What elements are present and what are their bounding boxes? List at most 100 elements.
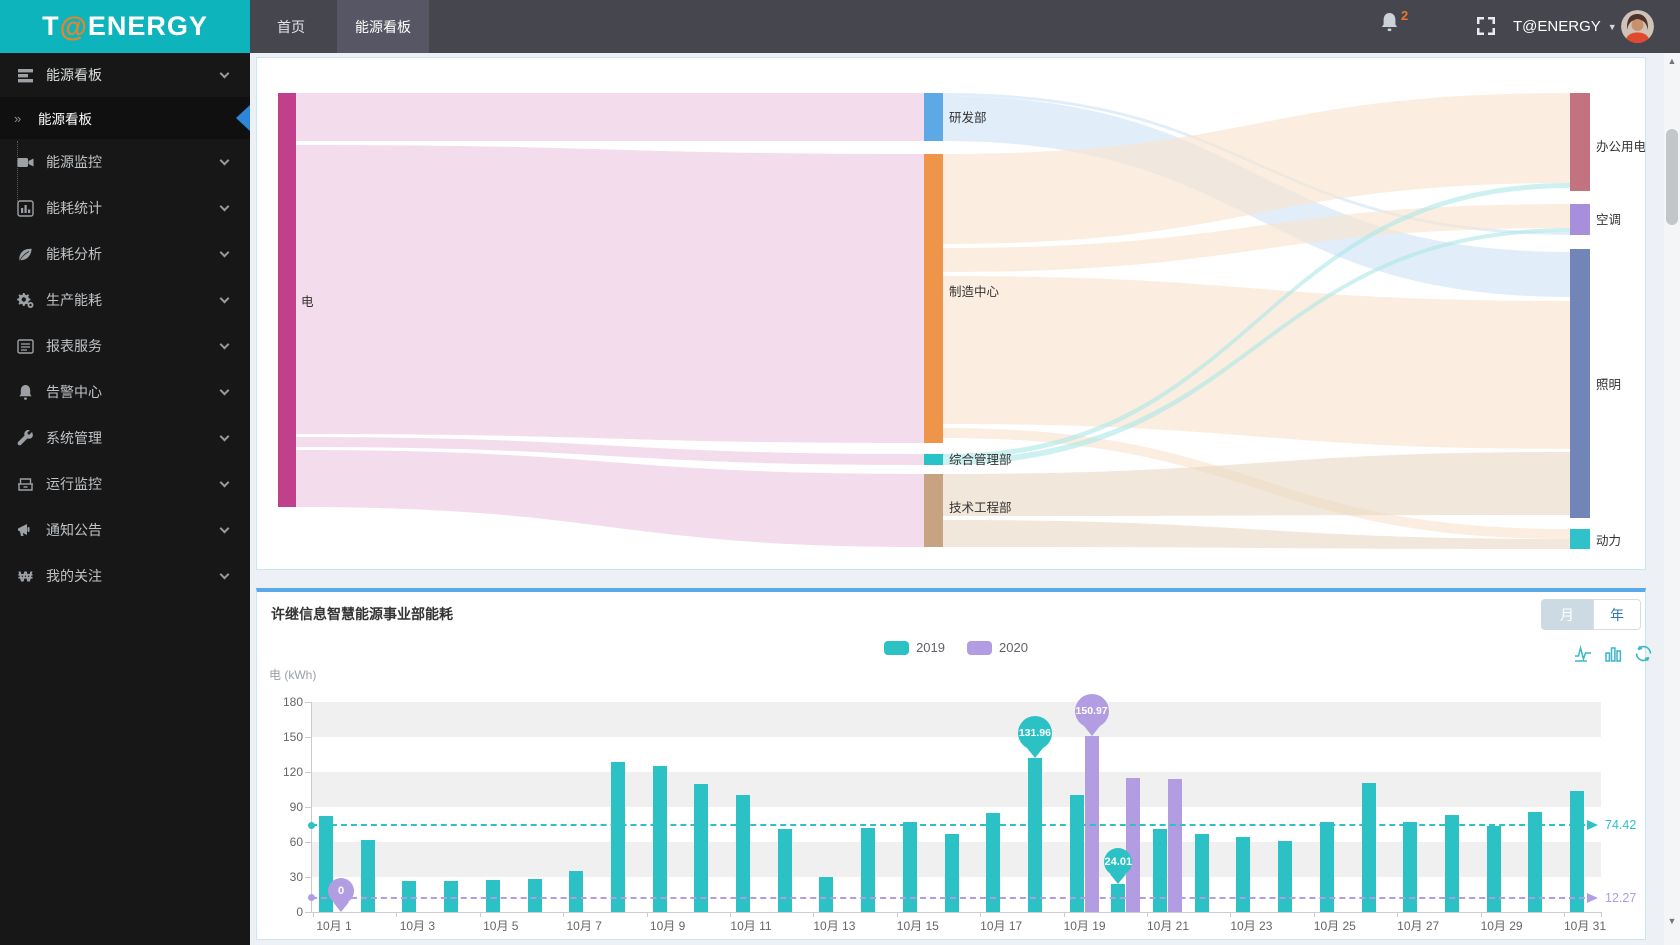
- x-axis-label: 10月 19: [1063, 919, 1106, 933]
- energy-consumption-card: 许继信息智慧能源事业部能耗 月 年 2019 2020: [256, 588, 1652, 940]
- app-logo[interactable]: T @ ENERGY: [0, 0, 250, 53]
- bar-2019-day-7[interactable]: [569, 870, 584, 912]
- x-axis-tick: [563, 912, 565, 917]
- sankey-node-power[interactable]: [1570, 529, 1590, 549]
- x-axis-label: 10月 29: [1480, 919, 1523, 933]
- sankey-label-admin: 综合管理部: [949, 452, 1012, 467]
- markpoint-150.97[interactable]: 150.97: [1074, 693, 1109, 728]
- refresh-icon[interactable]: [1634, 644, 1653, 663]
- bar-chart-icon[interactable]: [1604, 644, 1623, 663]
- sankey-node-manufacturing[interactable]: [924, 154, 943, 443]
- bar-2019-day-15[interactable]: [902, 821, 917, 912]
- bar-2019-day-3[interactable]: [402, 880, 417, 912]
- tab-energy-dashboard[interactable]: 能源看板: [337, 0, 429, 53]
- markpoint-0[interactable]: 0: [328, 878, 354, 904]
- sankey-node-ac[interactable]: [1570, 204, 1590, 235]
- scroll-down-arrow-icon[interactable]: ▼: [1667, 916, 1677, 926]
- sidebar-item-energy-analysis[interactable]: 能耗分析: [0, 231, 250, 277]
- sidebar-item-label: 能耗分析: [46, 246, 102, 262]
- logo-text-energy: ENERGY: [87, 11, 208, 41]
- sidebar-item-energy-monitoring[interactable]: 能源监控: [0, 139, 250, 185]
- sidebar-item-notice-announcement[interactable]: 通知公告: [0, 507, 250, 553]
- sidebar-item-operation-monitoring[interactable]: 运行监控: [0, 461, 250, 507]
- markpoint-24.01[interactable]: 24.01: [1104, 847, 1133, 876]
- bar-2019-day-28[interactable]: [1444, 814, 1459, 912]
- sidebar-item-energy-dashboard[interactable]: 能源看板: [0, 53, 250, 97]
- bar-2019-day-9[interactable]: [652, 766, 667, 912]
- camera-icon: [17, 157, 34, 167]
- x-axis-tick: [813, 912, 815, 917]
- bar-2019-day-14[interactable]: [861, 828, 876, 912]
- bar-2019-day-13[interactable]: [819, 877, 834, 912]
- sankey-node-office[interactable]: [1570, 93, 1590, 191]
- sankey-node-lighting[interactable]: [1570, 249, 1590, 518]
- bar-2019-day-6[interactable]: [527, 879, 542, 912]
- bar-2019-day-29[interactable]: [1486, 826, 1501, 912]
- bar-2019-day-30[interactable]: [1528, 811, 1543, 912]
- bar-2020-day-21[interactable]: [1168, 779, 1182, 912]
- notification-bell-button[interactable]: 2: [1380, 8, 1414, 42]
- x-axis-label: 10月 1: [316, 919, 352, 933]
- sankey-node-rd[interactable]: [924, 93, 943, 141]
- sankey-node-admin[interactable]: [924, 454, 943, 465]
- bar-2020-day-20[interactable]: [1126, 777, 1141, 912]
- subtree-guide-line: [17, 141, 18, 201]
- bar-2019-day-8[interactable]: [610, 762, 625, 912]
- bar-2019-day-26[interactable]: [1361, 783, 1376, 912]
- bar-2019-day-31[interactable]: [1570, 790, 1584, 912]
- archive-icon: [18, 477, 33, 491]
- vertical-scrollbar[interactable]: ▲ ▼: [1664, 53, 1680, 945]
- sidebar-item-alarm-center[interactable]: 告警中心: [0, 369, 250, 415]
- bar-2019-day-11[interactable]: [736, 795, 750, 912]
- sidebar-item-my-follows[interactable]: ₩ 我的关注: [0, 553, 250, 599]
- alarm-bell-icon: [19, 384, 32, 400]
- sidebar-item-label: 运行监控: [46, 476, 102, 492]
- tab-home[interactable]: 首页: [256, 0, 326, 53]
- sidebar-item-system-management[interactable]: 系统管理: [0, 415, 250, 461]
- bar-2019-day-27[interactable]: [1403, 822, 1418, 912]
- bar-2019-day-19[interactable]: [1069, 795, 1084, 912]
- scroll-up-arrow-icon[interactable]: ▲: [1667, 56, 1677, 66]
- bar-2019-day-17[interactable]: [986, 812, 1001, 912]
- bar-2019-day-5[interactable]: [485, 879, 500, 912]
- bar-2019-day-23[interactable]: [1236, 837, 1251, 912]
- bar-2019-day-21[interactable]: [1153, 829, 1167, 912]
- fullscreen-button[interactable]: [1476, 16, 1496, 36]
- sidebar-item-energy-statistics[interactable]: 能耗统计: [0, 185, 250, 231]
- energy-flow-sankey-chart[interactable]: 电 研发部 制造中心 综合管理部 技术工程部 办公用电 空调 照明 动力: [257, 58, 1647, 569]
- line-chart-icon[interactable]: [1574, 644, 1593, 663]
- markpoint-131.96[interactable]: 131.96: [1017, 716, 1052, 751]
- sankey-node-engineering[interactable]: [924, 474, 943, 547]
- bar-2019-day-22[interactable]: [1194, 833, 1209, 912]
- bar-2019-day-4[interactable]: [444, 881, 459, 912]
- x-axis-tick: [1601, 912, 1602, 917]
- year-button[interactable]: 年: [1593, 599, 1641, 630]
- sidebar-item-label: 我的关注: [46, 568, 102, 584]
- scrollbar-thumb[interactable]: [1666, 129, 1678, 225]
- bar-2019-day-18[interactable]: [1027, 758, 1042, 912]
- bar-2019-day-24[interactable]: [1278, 841, 1293, 912]
- bar-2019-day-16[interactable]: [944, 833, 959, 912]
- bar-2020-day-19[interactable]: [1084, 735, 1099, 912]
- period-toggle-group: 月 年: [1541, 599, 1641, 630]
- y-axis-tick: [305, 842, 311, 843]
- avatar-image: [1621, 10, 1654, 43]
- x-axis-label: 10月 21: [1146, 919, 1190, 933]
- legend-item-2019[interactable]: 2019: [884, 640, 945, 655]
- bar-stats-icon: [17, 199, 34, 217]
- sidebar-item-production-energy[interactable]: 生产能耗: [0, 277, 250, 323]
- avatar[interactable]: [1621, 10, 1654, 43]
- user-menu[interactable]: T@ENERGY ▼: [1513, 0, 1617, 53]
- bar-2019-day-12[interactable]: [777, 829, 792, 912]
- y-axis-tick-label: 180: [282, 695, 303, 709]
- bar-2019-day-10[interactable]: [694, 784, 709, 912]
- sidebar-item-report-service[interactable]: 报表服务: [0, 323, 250, 369]
- legend-item-2020[interactable]: 2020: [967, 640, 1028, 655]
- bar-2019-day-25[interactable]: [1319, 822, 1334, 912]
- sankey-label-ac: 空调: [1596, 213, 1621, 227]
- chevron-down-icon: [219, 431, 230, 442]
- month-button[interactable]: 月: [1541, 599, 1593, 630]
- bar-2019-day-2[interactable]: [360, 839, 375, 912]
- sidebar-subitem-energy-dashboard[interactable]: » 能源看板: [0, 97, 250, 139]
- sankey-node-electric[interactable]: [278, 93, 296, 507]
